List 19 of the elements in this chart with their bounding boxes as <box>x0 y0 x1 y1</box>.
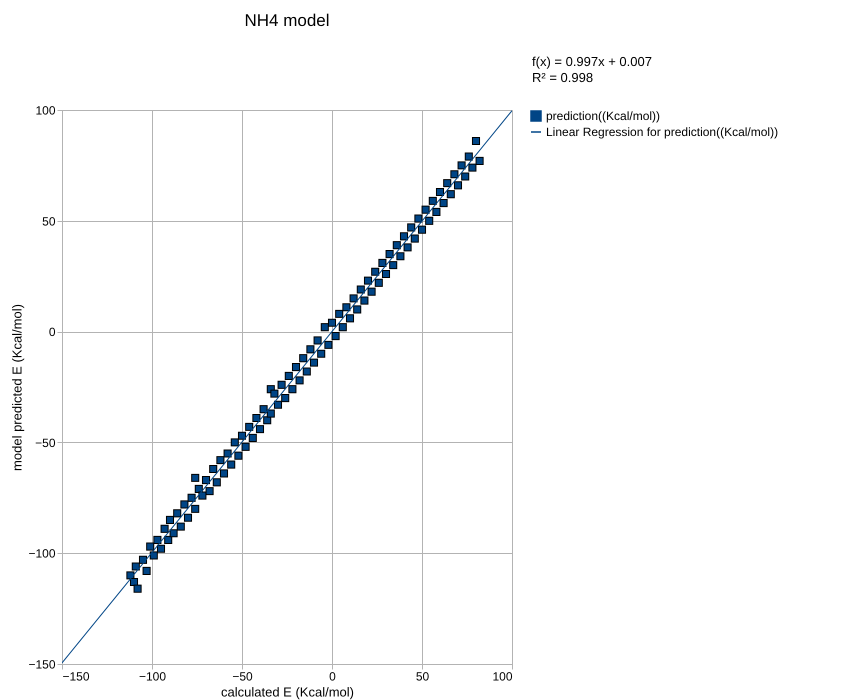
y-tick-label: 0 <box>48 325 56 340</box>
y-tick-label: 100 <box>35 104 56 118</box>
y-tick-label: −100 <box>28 546 56 561</box>
y-axis-title: model predicted E (Kcal/mol) <box>9 304 24 471</box>
x-tick-label: −150 <box>62 670 90 684</box>
y-tick-label: 50 <box>42 214 56 228</box>
y-tick-label: −150 <box>28 658 56 672</box>
x-tick-label: 0 <box>329 670 336 684</box>
text: f(x) = 0.997x + 0.007 <box>532 54 652 69</box>
x-tick-label: 50 <box>416 670 430 684</box>
x-tick-label: −100 <box>138 670 166 684</box>
x-axis-title: calculated E (Kcal/mol) <box>221 684 354 700</box>
legend-label: Linear Regression for prediction((Kcal/mol)) <box>546 125 778 139</box>
x-tick-label: −50 <box>232 670 253 684</box>
y-tick-label: −50 <box>35 436 56 450</box>
chart-title: NH4 model <box>244 11 330 30</box>
text: R² = 0.998 <box>532 70 594 85</box>
legend-label: prediction((Kcal/mol)) <box>546 109 660 123</box>
x-tick-label: 100 <box>492 670 513 684</box>
